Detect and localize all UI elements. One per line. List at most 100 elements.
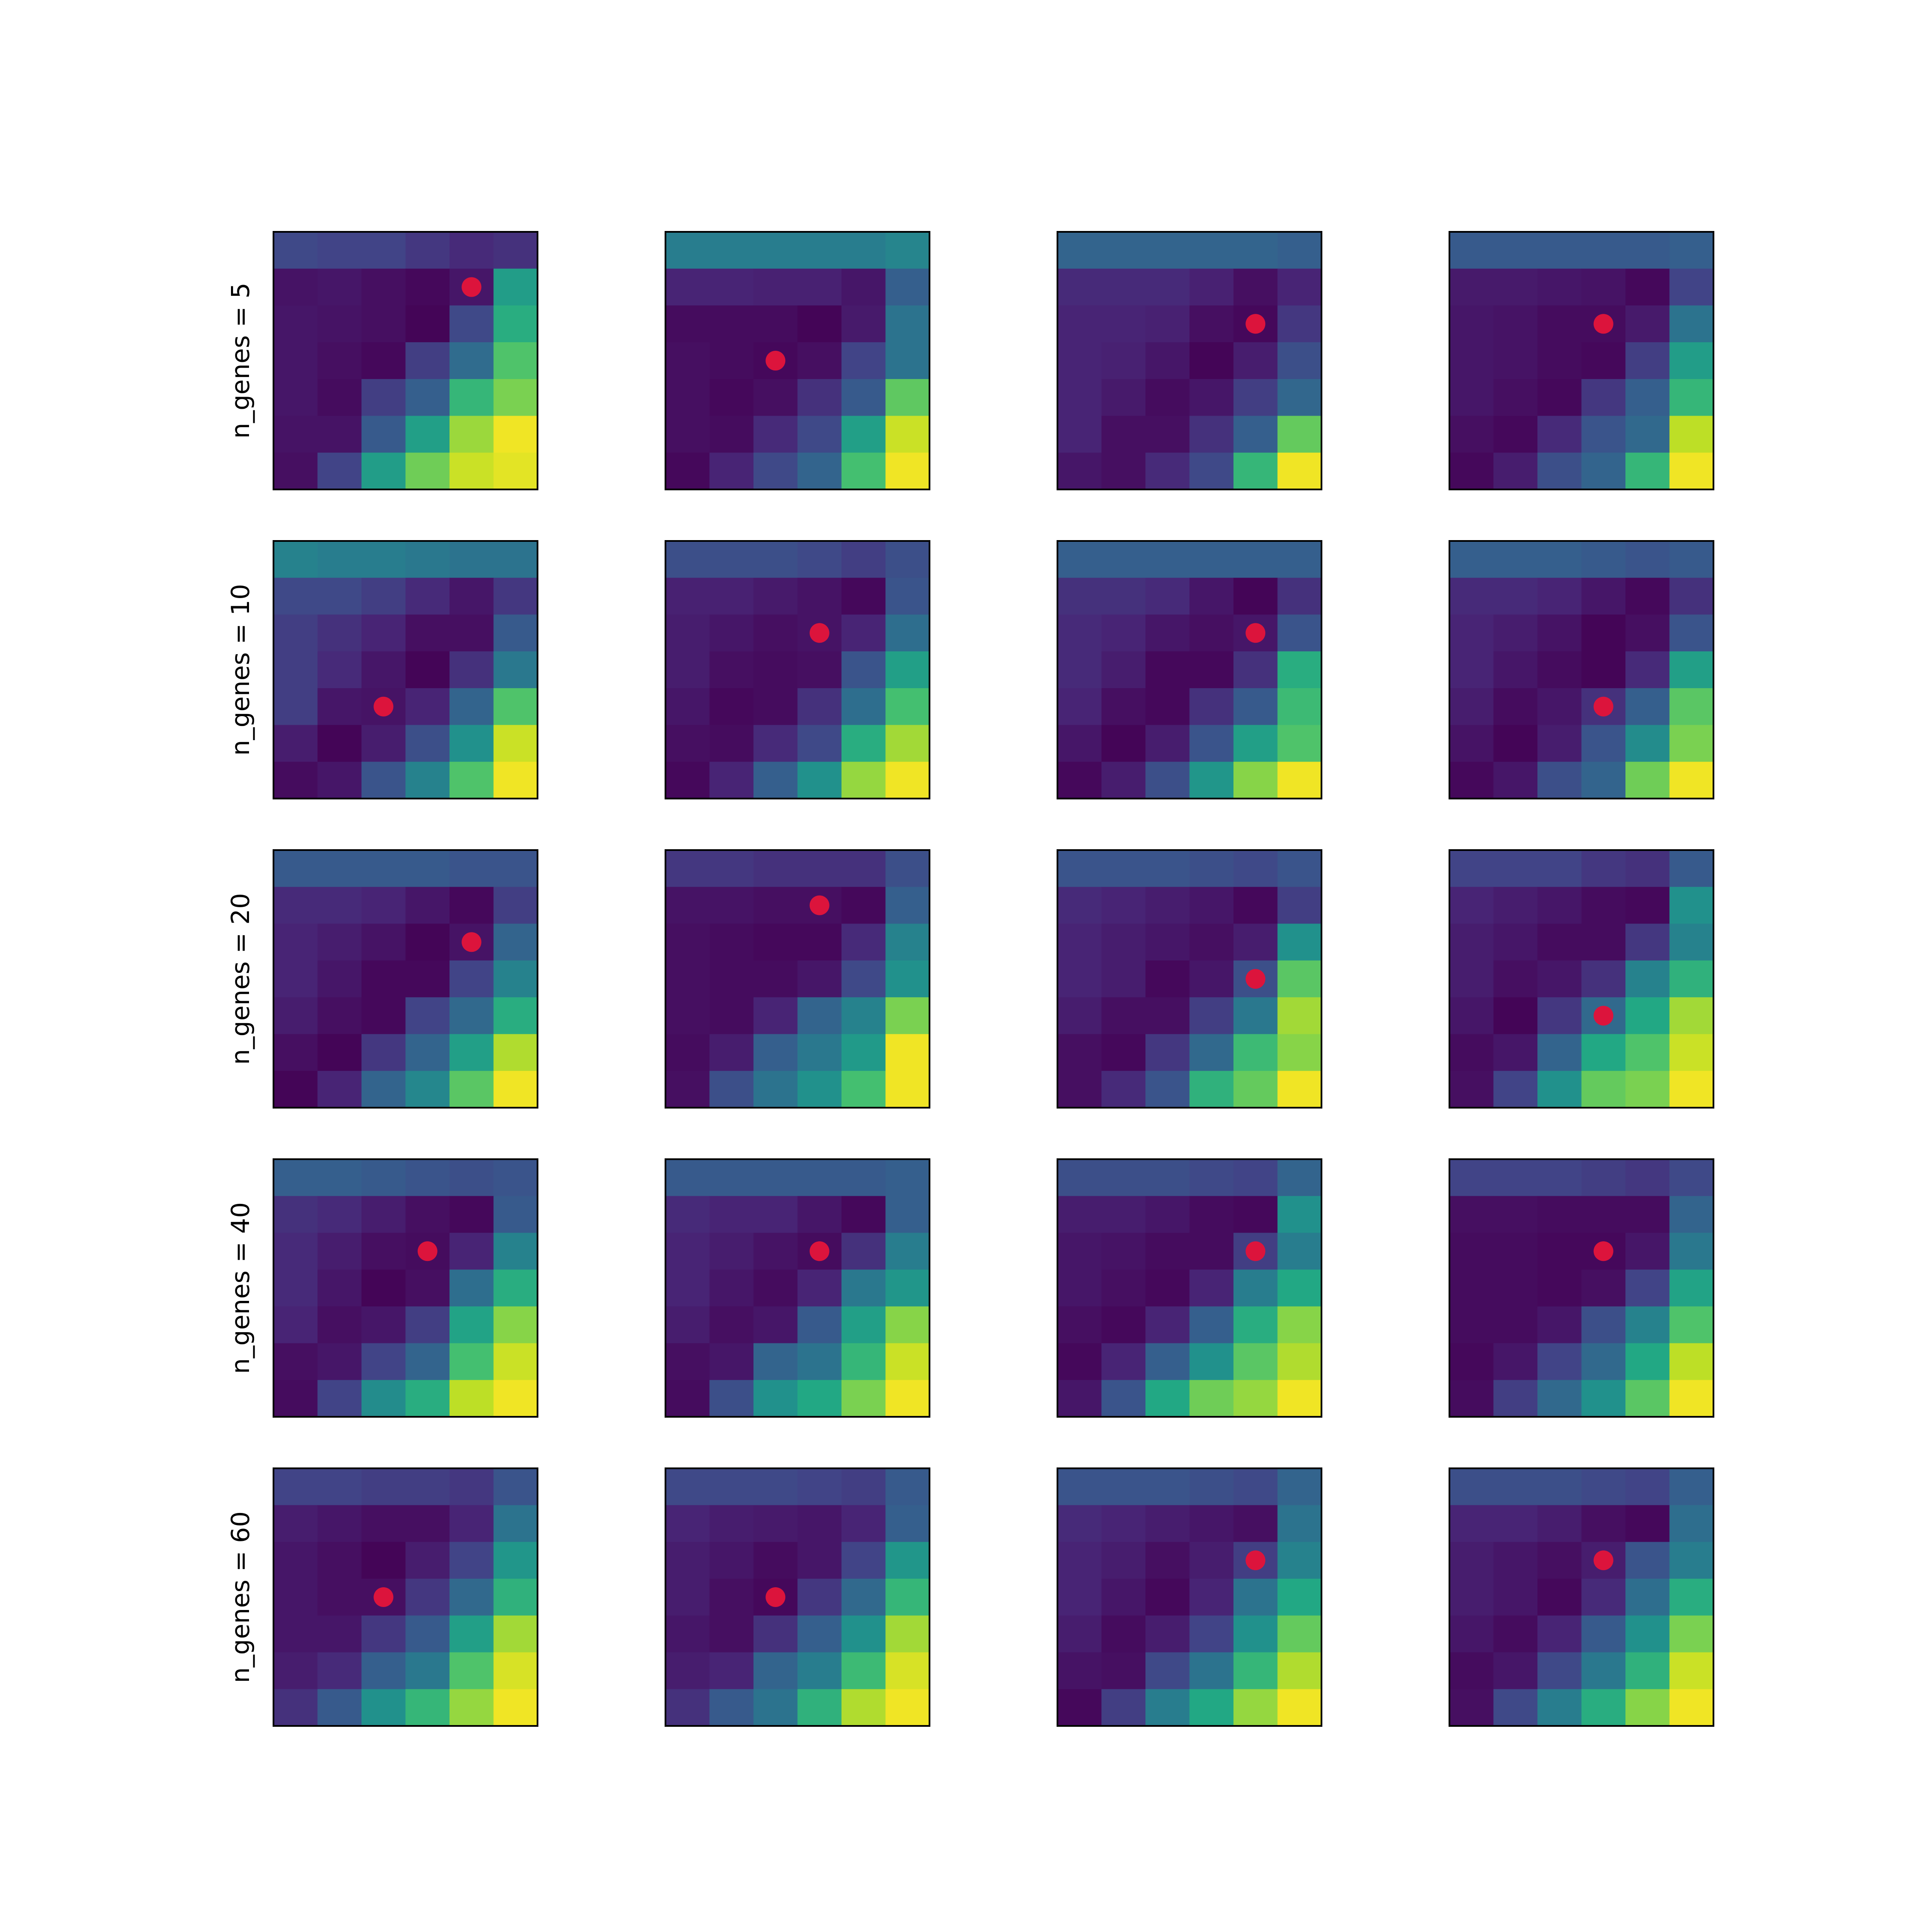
panel-r3-c1 — [665, 1158, 930, 1418]
heatmap-cell — [1537, 887, 1582, 924]
heatmap-cell — [1233, 1615, 1278, 1653]
heatmap-cell — [1101, 725, 1146, 762]
heatmap-cell — [1233, 268, 1278, 306]
heatmap-cell — [1537, 614, 1582, 652]
heatmap-cell — [1233, 688, 1278, 726]
heatmap-cell — [493, 342, 538, 380]
heatmap-cell — [1057, 232, 1102, 269]
heatmap-cell — [361, 1615, 406, 1653]
heatmap-cell — [273, 268, 318, 306]
heatmap-cell — [1277, 268, 1322, 306]
heatmap-cell — [317, 997, 362, 1035]
heatmap-cell — [1669, 1615, 1714, 1653]
panel-r4-c2 — [1057, 1467, 1322, 1727]
heatmap-cell — [1493, 1034, 1538, 1071]
heatmap-cell — [1537, 1689, 1582, 1726]
heatmap-cell — [753, 850, 798, 887]
heatmap-cell — [1057, 453, 1102, 490]
heatmap-cell — [361, 651, 406, 689]
row-label-1: n_genes = 10 — [226, 584, 255, 756]
heatmap-cell — [361, 923, 406, 961]
heatmap-cell — [405, 1270, 450, 1307]
heatmap-cell — [1233, 651, 1278, 689]
heatmap-cell — [665, 997, 710, 1035]
heatmap-cell — [753, 1380, 798, 1417]
heatmap-cell — [1625, 1615, 1670, 1653]
heatmap-cell — [753, 1159, 798, 1197]
heatmap-cell — [1537, 1468, 1582, 1506]
heatmap-cell — [709, 1196, 754, 1233]
heatmap-cell — [1101, 1306, 1146, 1344]
heatmap-cell — [841, 688, 886, 726]
heatmap-cell — [1189, 416, 1234, 453]
heatmap-cell — [1145, 1468, 1190, 1506]
heatmap-cell — [493, 1071, 538, 1108]
heatmap-cell — [885, 614, 930, 652]
heatmap-cell — [493, 725, 538, 762]
heatmap-cell — [753, 1233, 798, 1270]
heatmap-cell — [1493, 960, 1538, 998]
row-label-2: n_genes = 20 — [226, 893, 255, 1065]
heatmap-cell — [450, 1233, 494, 1270]
heatmap-cell — [450, 688, 494, 726]
heatmap-cell — [1277, 1652, 1322, 1689]
heatmap-cell — [885, 1468, 930, 1506]
heatmap-cell — [361, 268, 406, 306]
heatmap-cell — [1449, 416, 1494, 453]
heatmap-cell — [1233, 379, 1278, 416]
heatmap-cell — [405, 1380, 450, 1417]
heatmap-cell — [709, 1159, 754, 1197]
heatmap-cell — [1057, 379, 1102, 416]
heatmap-cell — [361, 1233, 406, 1270]
heatmap-cell — [797, 379, 842, 416]
panel-r0-c0 — [273, 231, 538, 490]
heatmap-cell — [1625, 1380, 1670, 1417]
heatmap-cell — [1277, 453, 1322, 490]
panel-r3-c0 — [273, 1158, 538, 1418]
heatmap-cell — [1449, 1615, 1494, 1653]
heatmap-cell — [1189, 725, 1234, 762]
heatmap-cell — [1581, 960, 1626, 998]
heatmap-cell — [493, 1270, 538, 1307]
heatmap-cell — [1145, 725, 1190, 762]
heatmap-cell — [1145, 1505, 1190, 1543]
heatmap-cell — [405, 1196, 450, 1233]
heatmap-cell — [450, 342, 494, 380]
heatmap-cell — [317, 1306, 362, 1344]
heatmap-cell — [450, 1579, 494, 1616]
heatmap-cell — [709, 1380, 754, 1417]
heatmap-cell — [405, 850, 450, 887]
heatmap-cell — [841, 342, 886, 380]
heatmap-cell — [1101, 1196, 1146, 1233]
heatmap-cell — [885, 379, 930, 416]
heatmap-cell — [709, 1579, 754, 1616]
panel-frame — [1449, 1158, 1714, 1418]
heatmap-cell — [1449, 1196, 1494, 1233]
heatmap-cell — [1277, 923, 1322, 961]
heatmap-cell — [1625, 1542, 1670, 1579]
panel-frame — [1449, 540, 1714, 799]
heatmap-cell — [1189, 1579, 1234, 1616]
heatmap-cell — [1493, 923, 1538, 961]
heatmap-cell — [1145, 1159, 1190, 1197]
heatmap-cell — [1493, 232, 1538, 269]
heatmap-cell — [1145, 960, 1190, 998]
heatmap-cell — [709, 1034, 754, 1071]
heatmap-cell — [405, 1579, 450, 1616]
heatmap-cell — [885, 416, 930, 453]
heatmap-cell — [1057, 614, 1102, 652]
heatmap-cell — [1493, 1579, 1538, 1616]
heatmap-cell — [753, 997, 798, 1035]
heatmap-cell — [665, 342, 710, 380]
heatmap-cell — [1101, 1468, 1146, 1506]
heatmap-cell — [1189, 1196, 1234, 1233]
heatmap-cell — [317, 651, 362, 689]
heatmap-cell — [1057, 1689, 1102, 1726]
heatmap-cell — [1057, 541, 1102, 578]
heatmap-cell — [1277, 1270, 1322, 1307]
heatmap-cell — [665, 688, 710, 726]
heatmap-cell — [797, 1306, 842, 1344]
heatmap-cell — [709, 1233, 754, 1270]
heatmap-cell — [1145, 232, 1190, 269]
heatmap-cell — [450, 762, 494, 799]
